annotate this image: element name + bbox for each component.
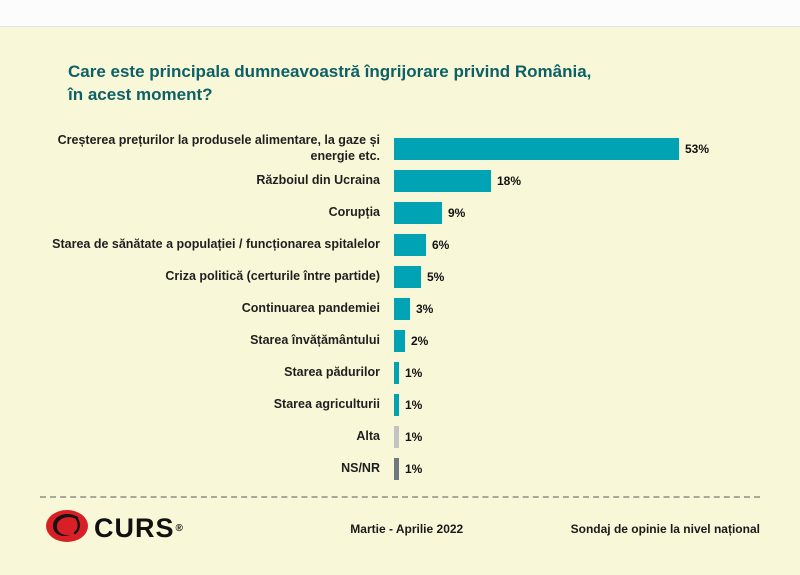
- bar-area: 5%: [394, 265, 800, 288]
- bar-area: 1%: [394, 361, 800, 384]
- window-top-strip: [0, 0, 800, 27]
- bar-area: 9%: [394, 201, 800, 224]
- chart-row: Corupția 9%: [45, 197, 800, 228]
- bar-area: 1%: [394, 457, 800, 480]
- bar: [394, 425, 399, 448]
- category-label: Creșterea prețurilor la produsele alimen…: [57, 132, 380, 163]
- bar-area: 3%: [394, 297, 800, 320]
- footer-note: Sondaj de opinie la nivel național: [570, 521, 760, 536]
- value-label: 5%: [427, 269, 445, 284]
- value-label: 1%: [405, 429, 423, 444]
- category-label: Războiul din Ucraina: [256, 172, 380, 187]
- bar-area: 53%: [394, 137, 800, 160]
- category-label: Alta: [356, 428, 380, 443]
- chart-row: Starea de sănătate a populației / funcți…: [45, 229, 800, 260]
- category-label: Criza politică (certurile între partide): [165, 268, 380, 283]
- curs-logo: CURS ®: [44, 506, 183, 551]
- chart-row: Războiul din Ucraina 18%: [45, 165, 800, 196]
- curs-logo-icon: [44, 506, 90, 551]
- chart-title: Care este principala dumneavoastră îngri…: [68, 62, 592, 104]
- category-label: Starea de sănătate a populației / funcți…: [52, 236, 380, 251]
- bar-area: 2%: [394, 329, 800, 352]
- bar-area: 1%: [394, 425, 800, 448]
- value-label: 1%: [405, 461, 423, 476]
- bar: [394, 297, 410, 320]
- category-label: Continuarea pandemiei: [241, 300, 380, 315]
- value-label: 1%: [405, 365, 423, 380]
- value-label: 2%: [411, 333, 429, 348]
- chart-row: Alta 1%: [45, 421, 800, 452]
- chart-row: Continuarea pandemiei 3%: [45, 293, 800, 324]
- curs-logo-text: CURS: [94, 513, 175, 544]
- chart-row: Starea agriculturii 1%: [45, 389, 800, 420]
- chart-row: NS/NR 1%: [45, 453, 800, 484]
- chart-row: Starea învățământului 2%: [45, 325, 800, 356]
- value-label: 6%: [432, 237, 450, 252]
- bar: [394, 137, 679, 160]
- bar-chart: Creșterea prețurilor la produsele alimen…: [0, 133, 800, 484]
- value-label: 1%: [405, 397, 423, 412]
- bar: [394, 393, 399, 416]
- bar: [394, 329, 405, 352]
- value-label: 18%: [497, 173, 522, 188]
- category-label: NS/NR: [341, 460, 380, 475]
- footer-separator: [40, 496, 760, 499]
- bar: [394, 361, 399, 384]
- bar: [394, 169, 491, 192]
- category-label: Starea învățământului: [250, 332, 380, 347]
- value-label: 9%: [448, 205, 466, 220]
- footer: CURS ® Martie - Aprilie 2022 Sondaj de o…: [0, 498, 800, 551]
- footer-period: Martie - Aprilie 2022: [350, 521, 464, 536]
- bar-area: 6%: [394, 233, 800, 256]
- value-label: 53%: [685, 141, 710, 156]
- chart-row: Criza politică (certurile între partide)…: [45, 261, 800, 292]
- chart-row: Starea pădurilor 1%: [45, 357, 800, 388]
- bar-area: 18%: [394, 169, 800, 192]
- bar: [394, 457, 399, 480]
- bar: [394, 233, 426, 256]
- registered-mark: ®: [175, 523, 183, 535]
- category-label: Starea pădurilor: [284, 364, 380, 379]
- chart-row: Creșterea prețurilor la produsele alimen…: [45, 133, 800, 164]
- bar: [394, 201, 442, 224]
- bar: [394, 265, 421, 288]
- chart-page: Care este principala dumneavoastră îngri…: [0, 27, 800, 575]
- category-label: Corupția: [328, 204, 380, 219]
- bar-area: 1%: [394, 393, 800, 416]
- category-label: Starea agriculturii: [273, 396, 380, 411]
- value-label: 3%: [416, 301, 434, 316]
